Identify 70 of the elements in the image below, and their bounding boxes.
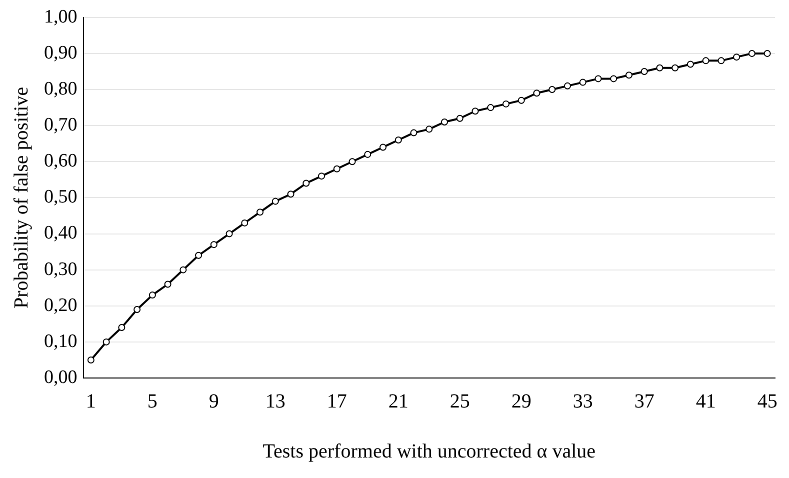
point xyxy=(533,90,540,97)
x-tick-label: 37 xyxy=(634,390,654,412)
point xyxy=(226,230,233,238)
y-tick-label: 0,10 xyxy=(44,330,78,352)
x-tick-label: 5 xyxy=(147,390,158,412)
point xyxy=(686,60,694,68)
y-tick-label: 0,70 xyxy=(44,114,78,136)
point xyxy=(487,104,494,112)
point xyxy=(564,82,571,90)
y-tick-label: 0,40 xyxy=(44,222,78,244)
point xyxy=(426,126,433,133)
x-tick-label: 25 xyxy=(450,390,470,412)
point xyxy=(318,172,326,180)
x-axis-title: Tests performed with uncorrected α value xyxy=(262,440,596,462)
x-tick-label: 33 xyxy=(572,390,593,412)
point xyxy=(548,86,556,94)
x-tick-label: 29 xyxy=(511,390,532,412)
x-tick-label: 17 xyxy=(326,390,347,412)
y-tick-label: 0,90 xyxy=(44,42,78,64)
point xyxy=(87,356,94,364)
point xyxy=(764,50,771,57)
x-tick-label: 1 xyxy=(86,390,96,412)
y-tick-label: 0,00 xyxy=(44,366,78,388)
point xyxy=(364,150,372,158)
y-axis-title: Probability of false positive xyxy=(10,86,32,309)
x-tick-label: 13 xyxy=(265,390,286,412)
x-tick-label: 41 xyxy=(696,390,716,412)
point xyxy=(610,75,618,82)
point xyxy=(102,338,110,346)
point xyxy=(702,57,710,64)
y-tick-label: 0,80 xyxy=(44,78,78,100)
point xyxy=(456,114,464,122)
point xyxy=(640,68,648,75)
point xyxy=(579,78,586,86)
point xyxy=(748,50,756,57)
point xyxy=(625,72,632,79)
point xyxy=(518,96,525,104)
point xyxy=(272,198,279,205)
point xyxy=(333,165,340,172)
x-tick-label: 21 xyxy=(388,390,408,412)
point xyxy=(656,64,664,72)
point xyxy=(348,158,356,166)
point xyxy=(440,118,448,126)
point xyxy=(164,280,172,288)
y-tick-label: 0,30 xyxy=(44,258,78,280)
point xyxy=(287,190,294,198)
point xyxy=(733,54,740,61)
point xyxy=(134,306,141,313)
point xyxy=(195,252,202,259)
point xyxy=(472,108,479,115)
y-tick-label: 0,60 xyxy=(44,150,78,172)
y-tick-label: 0,20 xyxy=(44,294,78,316)
point xyxy=(302,180,310,187)
point xyxy=(256,208,264,216)
point xyxy=(672,64,679,72)
y-tick-label: 1,00 xyxy=(44,6,78,28)
point xyxy=(380,144,387,151)
point xyxy=(502,100,510,108)
point xyxy=(594,75,602,82)
x-tick-label: 9 xyxy=(208,390,219,412)
point xyxy=(394,136,402,144)
x-tick-label: 45 xyxy=(757,390,778,412)
point xyxy=(210,241,218,248)
point xyxy=(148,292,156,299)
point xyxy=(118,324,126,332)
point xyxy=(410,129,418,136)
point xyxy=(718,57,725,64)
point xyxy=(241,219,248,226)
y-tick-label: 0,50 xyxy=(44,186,78,208)
point xyxy=(180,266,187,274)
